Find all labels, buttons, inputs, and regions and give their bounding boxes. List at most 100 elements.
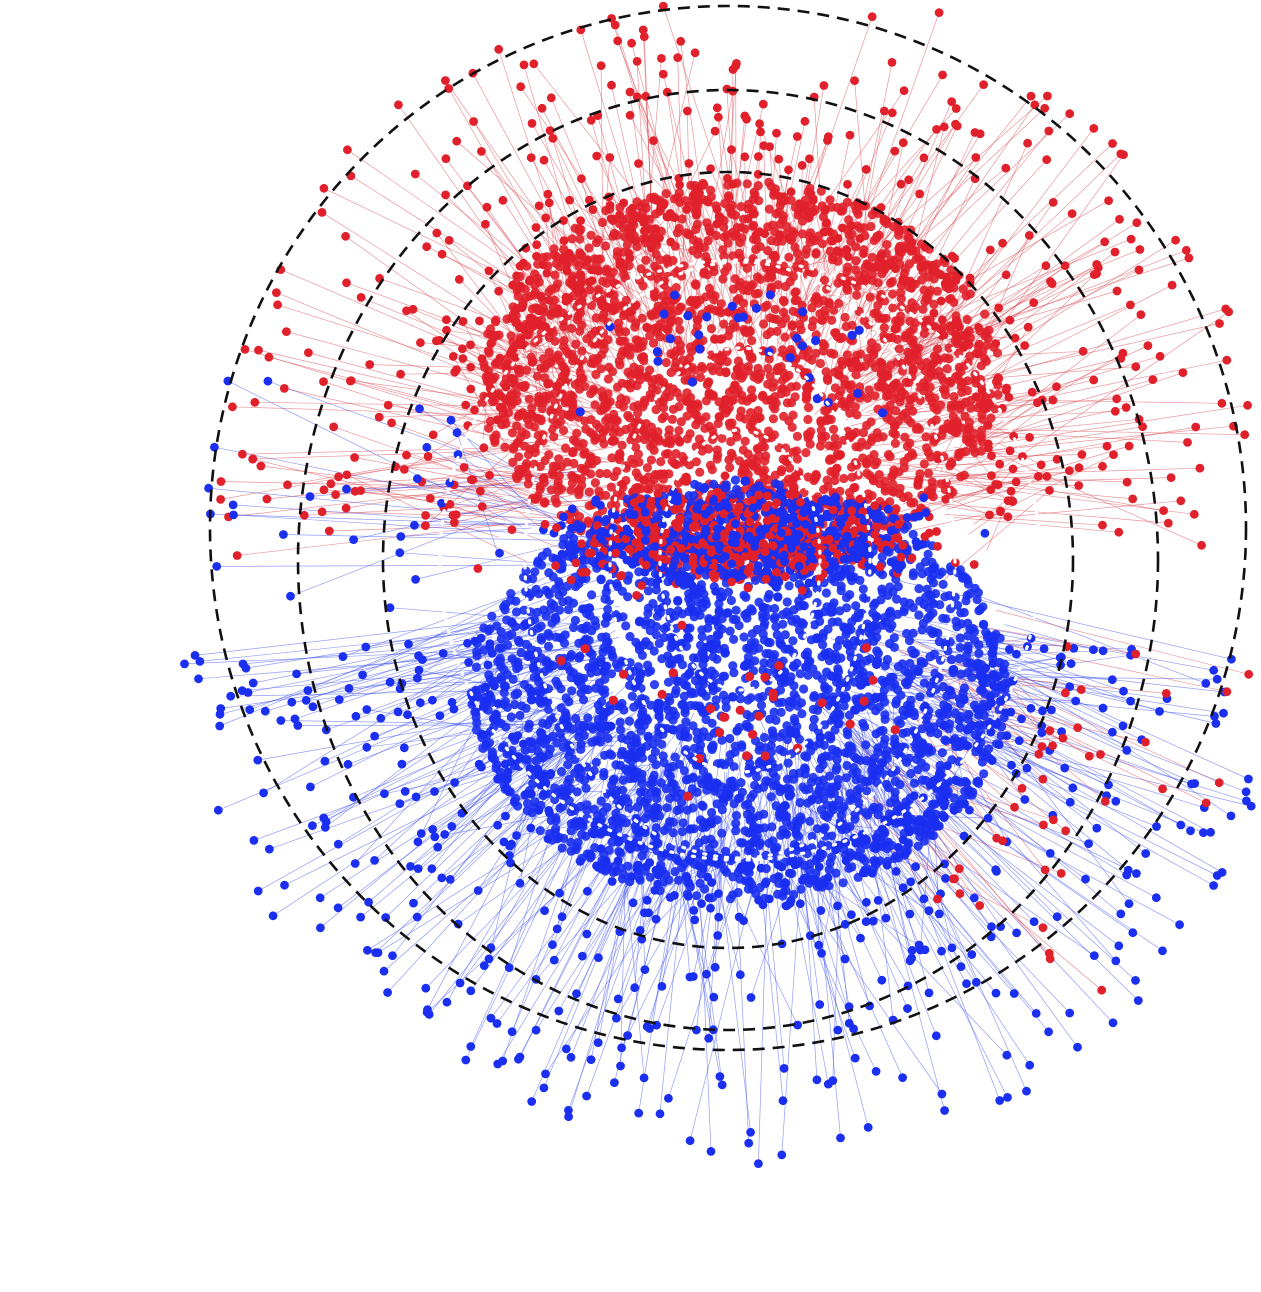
red-node <box>649 136 658 146</box>
red-node <box>887 58 897 67</box>
red-node <box>1092 260 1102 269</box>
red-core-node <box>615 449 625 459</box>
red-node-edge <box>406 454 538 496</box>
red-node-edge <box>884 410 1116 425</box>
blue-node <box>815 1000 825 1009</box>
red-core-node <box>824 441 834 451</box>
red-node <box>658 1 668 11</box>
red-node <box>1240 430 1250 440</box>
red-node <box>299 510 309 520</box>
red-core-node <box>723 331 734 341</box>
blue-node <box>1066 659 1076 668</box>
red-core-node <box>688 246 698 256</box>
red-core-node <box>622 214 632 224</box>
red-core-node <box>778 345 788 355</box>
red-core-node <box>803 353 813 363</box>
blue-node <box>463 638 472 648</box>
blue-node <box>1175 920 1184 930</box>
blue-node <box>833 901 842 911</box>
blue-node <box>707 878 717 887</box>
blue-node <box>527 1097 537 1106</box>
red-core-node <box>485 416 496 426</box>
blue-node <box>380 789 389 799</box>
blue-node <box>1119 686 1128 696</box>
red-core-node <box>500 413 510 423</box>
blue-node <box>924 906 934 915</box>
blue-node <box>447 697 457 707</box>
blue-node <box>1107 675 1117 685</box>
blue-node <box>645 858 655 867</box>
blue-node <box>1098 703 1108 713</box>
red-node <box>484 266 494 276</box>
red-core-node <box>633 449 644 459</box>
red-node <box>1008 464 1018 474</box>
red-core-node <box>591 369 601 380</box>
red-node <box>1122 477 1132 487</box>
red-core-node <box>484 377 494 387</box>
red-core-node <box>826 348 836 358</box>
red-core-node <box>601 241 611 251</box>
red-core-node <box>720 267 730 277</box>
blue-node-edge <box>762 732 829 1085</box>
blue-node <box>447 822 457 831</box>
red-core-node <box>945 461 955 471</box>
blue-node <box>333 903 343 913</box>
blue-node <box>1060 763 1070 773</box>
blue-node <box>1045 849 1055 858</box>
red-node <box>792 132 802 141</box>
red-node-edge <box>404 418 490 470</box>
red-core-node <box>661 357 671 368</box>
blue-node <box>991 988 1001 998</box>
red-node <box>1077 450 1087 459</box>
red-node <box>1132 218 1142 228</box>
blue-node <box>1037 728 1047 737</box>
red-node <box>765 142 774 152</box>
blue-node-edge <box>346 484 549 490</box>
blue-node <box>594 953 603 963</box>
red-core-node <box>747 336 757 346</box>
blue-node <box>286 591 295 601</box>
red-core-node <box>649 445 659 455</box>
red-core-node <box>590 478 601 488</box>
red-core-node <box>920 382 930 392</box>
blue-node <box>1065 682 1075 691</box>
red-core-node <box>755 274 765 284</box>
red-core-node <box>923 468 934 478</box>
red-node <box>625 110 635 120</box>
blue-node-edge <box>891 746 945 865</box>
red-core-node <box>882 365 893 376</box>
red-core-node <box>828 255 838 265</box>
blue-node-edge <box>441 502 538 510</box>
blue-node-edge <box>216 564 591 567</box>
blue-core-node <box>782 597 792 607</box>
red-core-node <box>920 297 930 307</box>
red-core-node <box>554 454 564 464</box>
red-node <box>576 216 585 226</box>
blue-node <box>412 912 422 922</box>
red-node <box>532 240 542 250</box>
blue-node <box>868 916 878 926</box>
blue-node <box>995 1096 1005 1105</box>
blue-node <box>413 673 422 683</box>
red-core-node <box>908 406 918 416</box>
red-core-node <box>668 212 678 222</box>
red-node <box>1089 375 1099 385</box>
blue-node <box>555 888 564 898</box>
red-core-node <box>517 427 527 437</box>
blue-node-edge <box>265 630 542 712</box>
red-node <box>1092 269 1101 279</box>
red-node <box>432 336 441 346</box>
red-node <box>712 103 722 113</box>
red-core-node <box>981 328 991 338</box>
red-core-node <box>693 315 703 325</box>
red-core-node <box>521 293 531 303</box>
red-node <box>425 494 435 503</box>
blue-node <box>1126 696 1135 706</box>
red-node <box>450 518 459 527</box>
blue-node <box>702 969 711 979</box>
red-core-node <box>536 363 546 373</box>
red-core-node <box>894 344 904 354</box>
red-node <box>534 201 544 211</box>
red-node-edge <box>990 284 1173 378</box>
blue-node <box>561 1044 571 1054</box>
